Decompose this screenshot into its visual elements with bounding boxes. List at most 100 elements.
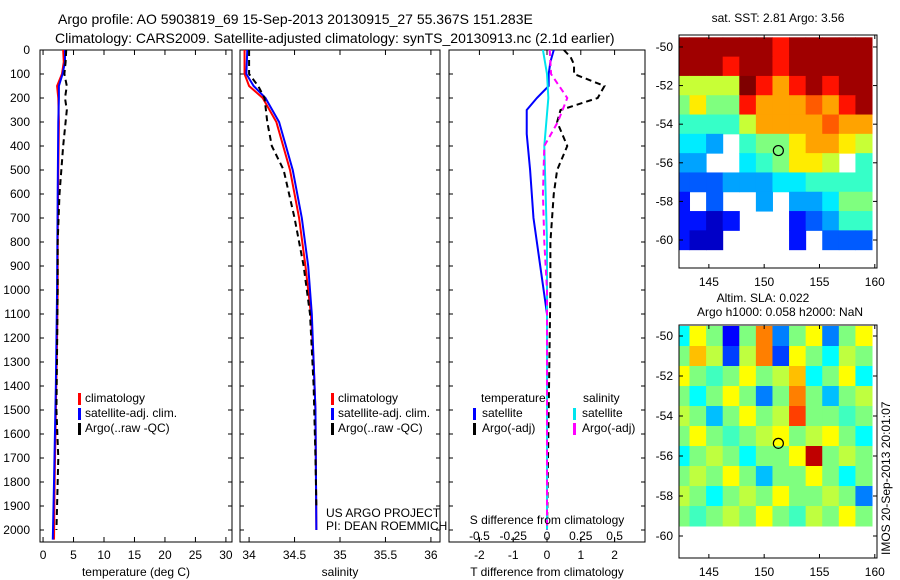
sst-map-cell (739, 56, 757, 77)
sst-map-cell (706, 172, 724, 193)
sla-map-xtick-label: 150 (754, 565, 774, 579)
sla-map-cell (722, 506, 740, 527)
sla-map-xtick-label: 145 (699, 565, 719, 579)
sst-map-cell (689, 153, 707, 173)
sla-map-cell (822, 446, 840, 467)
depth-tick-label: 1500 (3, 403, 30, 417)
sst-map-cell (772, 133, 790, 154)
sla-map-cell (722, 406, 740, 427)
sla-map-cell (789, 406, 807, 427)
s-difference-tick-label: -0.5 (469, 529, 490, 543)
sla-map-cell (722, 346, 740, 367)
sla-map-cell (689, 326, 707, 347)
sla-map-cell (689, 386, 707, 407)
sla-map-cell (706, 346, 724, 367)
sst-map-cell (855, 230, 873, 251)
sst-map-cell (679, 230, 691, 251)
sla-map-cell (789, 366, 807, 387)
sst-map-cell (789, 56, 807, 77)
depth-tick-label: 1000 (3, 283, 30, 297)
sla-map-cell (822, 506, 840, 527)
sst-map-cell (689, 172, 707, 193)
sst-map-cell (689, 230, 707, 251)
sla-map-cell (706, 386, 724, 407)
sla-map-cell (689, 346, 707, 367)
sla-map-cell (679, 406, 691, 427)
salinity-legend-swatch (331, 393, 334, 405)
sla-map-cell (722, 486, 740, 507)
sst-map-cell (789, 95, 807, 116)
sst-map-cell (689, 37, 707, 58)
sla-map-cell (739, 386, 757, 407)
sla-map-cell (838, 326, 856, 347)
sst-map-cell (772, 95, 790, 116)
sla-map-cell (822, 326, 840, 347)
salinity-legend-label: satellite-adj. clim. (338, 406, 430, 420)
sst-map-cell (822, 56, 840, 77)
difference-legend-swatch (473, 423, 476, 435)
sla-map-cell (855, 466, 873, 487)
sla-map-cell (772, 506, 790, 527)
sst-map-cell (679, 153, 691, 173)
sst-map-cell (789, 172, 807, 193)
temperature-legend-label: climatology (85, 391, 145, 405)
s-difference-tick-label: 0.25 (569, 529, 593, 543)
sla-map-cell (838, 426, 856, 447)
sst-map-cell (789, 153, 807, 173)
sla-map-ytick-label: -52 (656, 369, 674, 383)
sst-map-cell (855, 37, 873, 58)
sst-map-argo-position-marker (772, 144, 784, 157)
salinity-legend-label: Argo(..raw -QC) (338, 421, 423, 435)
difference-legend-temp-title: temperature (481, 391, 546, 405)
sla-map-ytick-label: -50 (656, 329, 674, 343)
depth-tick-label: 500 (10, 163, 30, 177)
sla-map-cell (772, 446, 790, 467)
sla-map-cell (838, 486, 856, 507)
sst-map-cell (739, 153, 757, 173)
title-line2: Climatology: CARS2009. Satellite-adjuste… (55, 30, 615, 46)
sla-map-cell (822, 366, 840, 387)
depth-tick-label: 900 (10, 259, 30, 273)
sst-map-cell (822, 133, 840, 154)
sst-map-cell (822, 75, 840, 96)
sst-map-cell (838, 172, 856, 193)
sst-map-cell (838, 191, 856, 212)
sst-map-xtick-label: 145 (699, 275, 719, 289)
sst-map-cell (706, 191, 724, 212)
sst-map-cell (739, 114, 757, 135)
sla-map-cell (789, 466, 807, 487)
sla-map-ytick-label: -56 (656, 449, 674, 463)
sst-map-cell (722, 56, 740, 77)
sst-map-cell (706, 95, 724, 116)
sst-map-title: sat. SST: 2.81 Argo: 3.56 (712, 11, 845, 25)
sst-map-cell (706, 37, 724, 58)
sst-map-cell (789, 75, 807, 96)
sla-map-cell (855, 366, 873, 387)
temperature-series-satellite-adj--clim- (51, 50, 66, 540)
sst-map-cell (679, 211, 691, 231)
sla-map-cell (805, 446, 823, 467)
sst-map-cell (838, 75, 856, 96)
sst-map-cell (679, 75, 691, 96)
salinity-legend-label: climatology (338, 391, 398, 405)
sla-map-cell (706, 426, 724, 447)
sla-map-cell (805, 386, 823, 407)
sst-map-cell (755, 56, 773, 77)
sst-map-cell (706, 211, 724, 231)
sst-map-cell (755, 95, 773, 116)
sla-map-cell (722, 446, 740, 467)
sla-map-cell (689, 406, 707, 427)
sst-map-cell (679, 191, 691, 212)
sst-map-cell (755, 191, 773, 212)
sst-map-cell (679, 114, 691, 135)
salinity-xtick-label: 35 (333, 548, 347, 562)
sst-map-cell (755, 75, 773, 96)
sst-map-cell (679, 95, 691, 116)
depth-tick-label: 0 (23, 43, 30, 57)
sla-map-cell (805, 466, 823, 487)
depth-tick-label: 1700 (3, 451, 30, 465)
sla-map-cell (739, 446, 757, 467)
annotation-line1: US ARGO PROJECT (326, 506, 441, 520)
sst-map-cell (706, 230, 724, 251)
